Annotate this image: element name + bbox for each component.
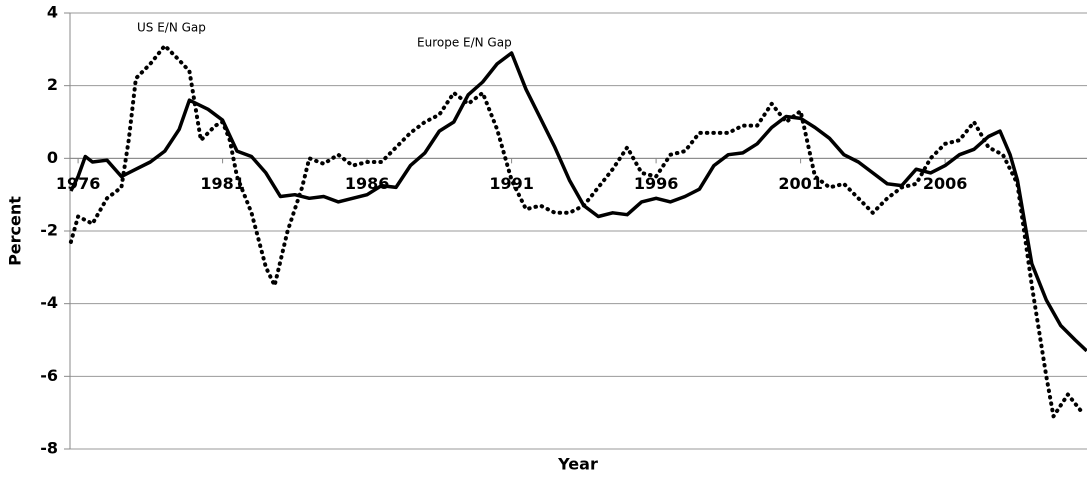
y-axis-title: Percent xyxy=(6,196,25,266)
y-tick-label: 4 xyxy=(47,3,58,22)
x-tick-label: 2006 xyxy=(923,174,968,193)
series-line xyxy=(68,43,1085,419)
x-tick-label: 1986 xyxy=(345,174,390,193)
y-tick-label: 2 xyxy=(47,75,58,94)
x-axis-title: Year xyxy=(557,455,598,474)
annotation: Europe E/N Gap xyxy=(417,36,512,50)
annotation: US E/N Gap xyxy=(137,21,206,35)
x-tick-label: 1981 xyxy=(200,174,245,193)
y-tick-label: -6 xyxy=(40,366,58,385)
y-tick-label: -4 xyxy=(40,293,58,312)
x-tick-label: 1976 xyxy=(56,174,101,193)
y-tick-label: -2 xyxy=(40,221,58,240)
series-line xyxy=(69,51,1087,353)
x-tick-label: 2001 xyxy=(778,174,823,193)
x-tick-label: 1996 xyxy=(634,174,679,193)
y-tick-label: 0 xyxy=(47,148,58,167)
y-tick-label: -8 xyxy=(40,439,58,458)
